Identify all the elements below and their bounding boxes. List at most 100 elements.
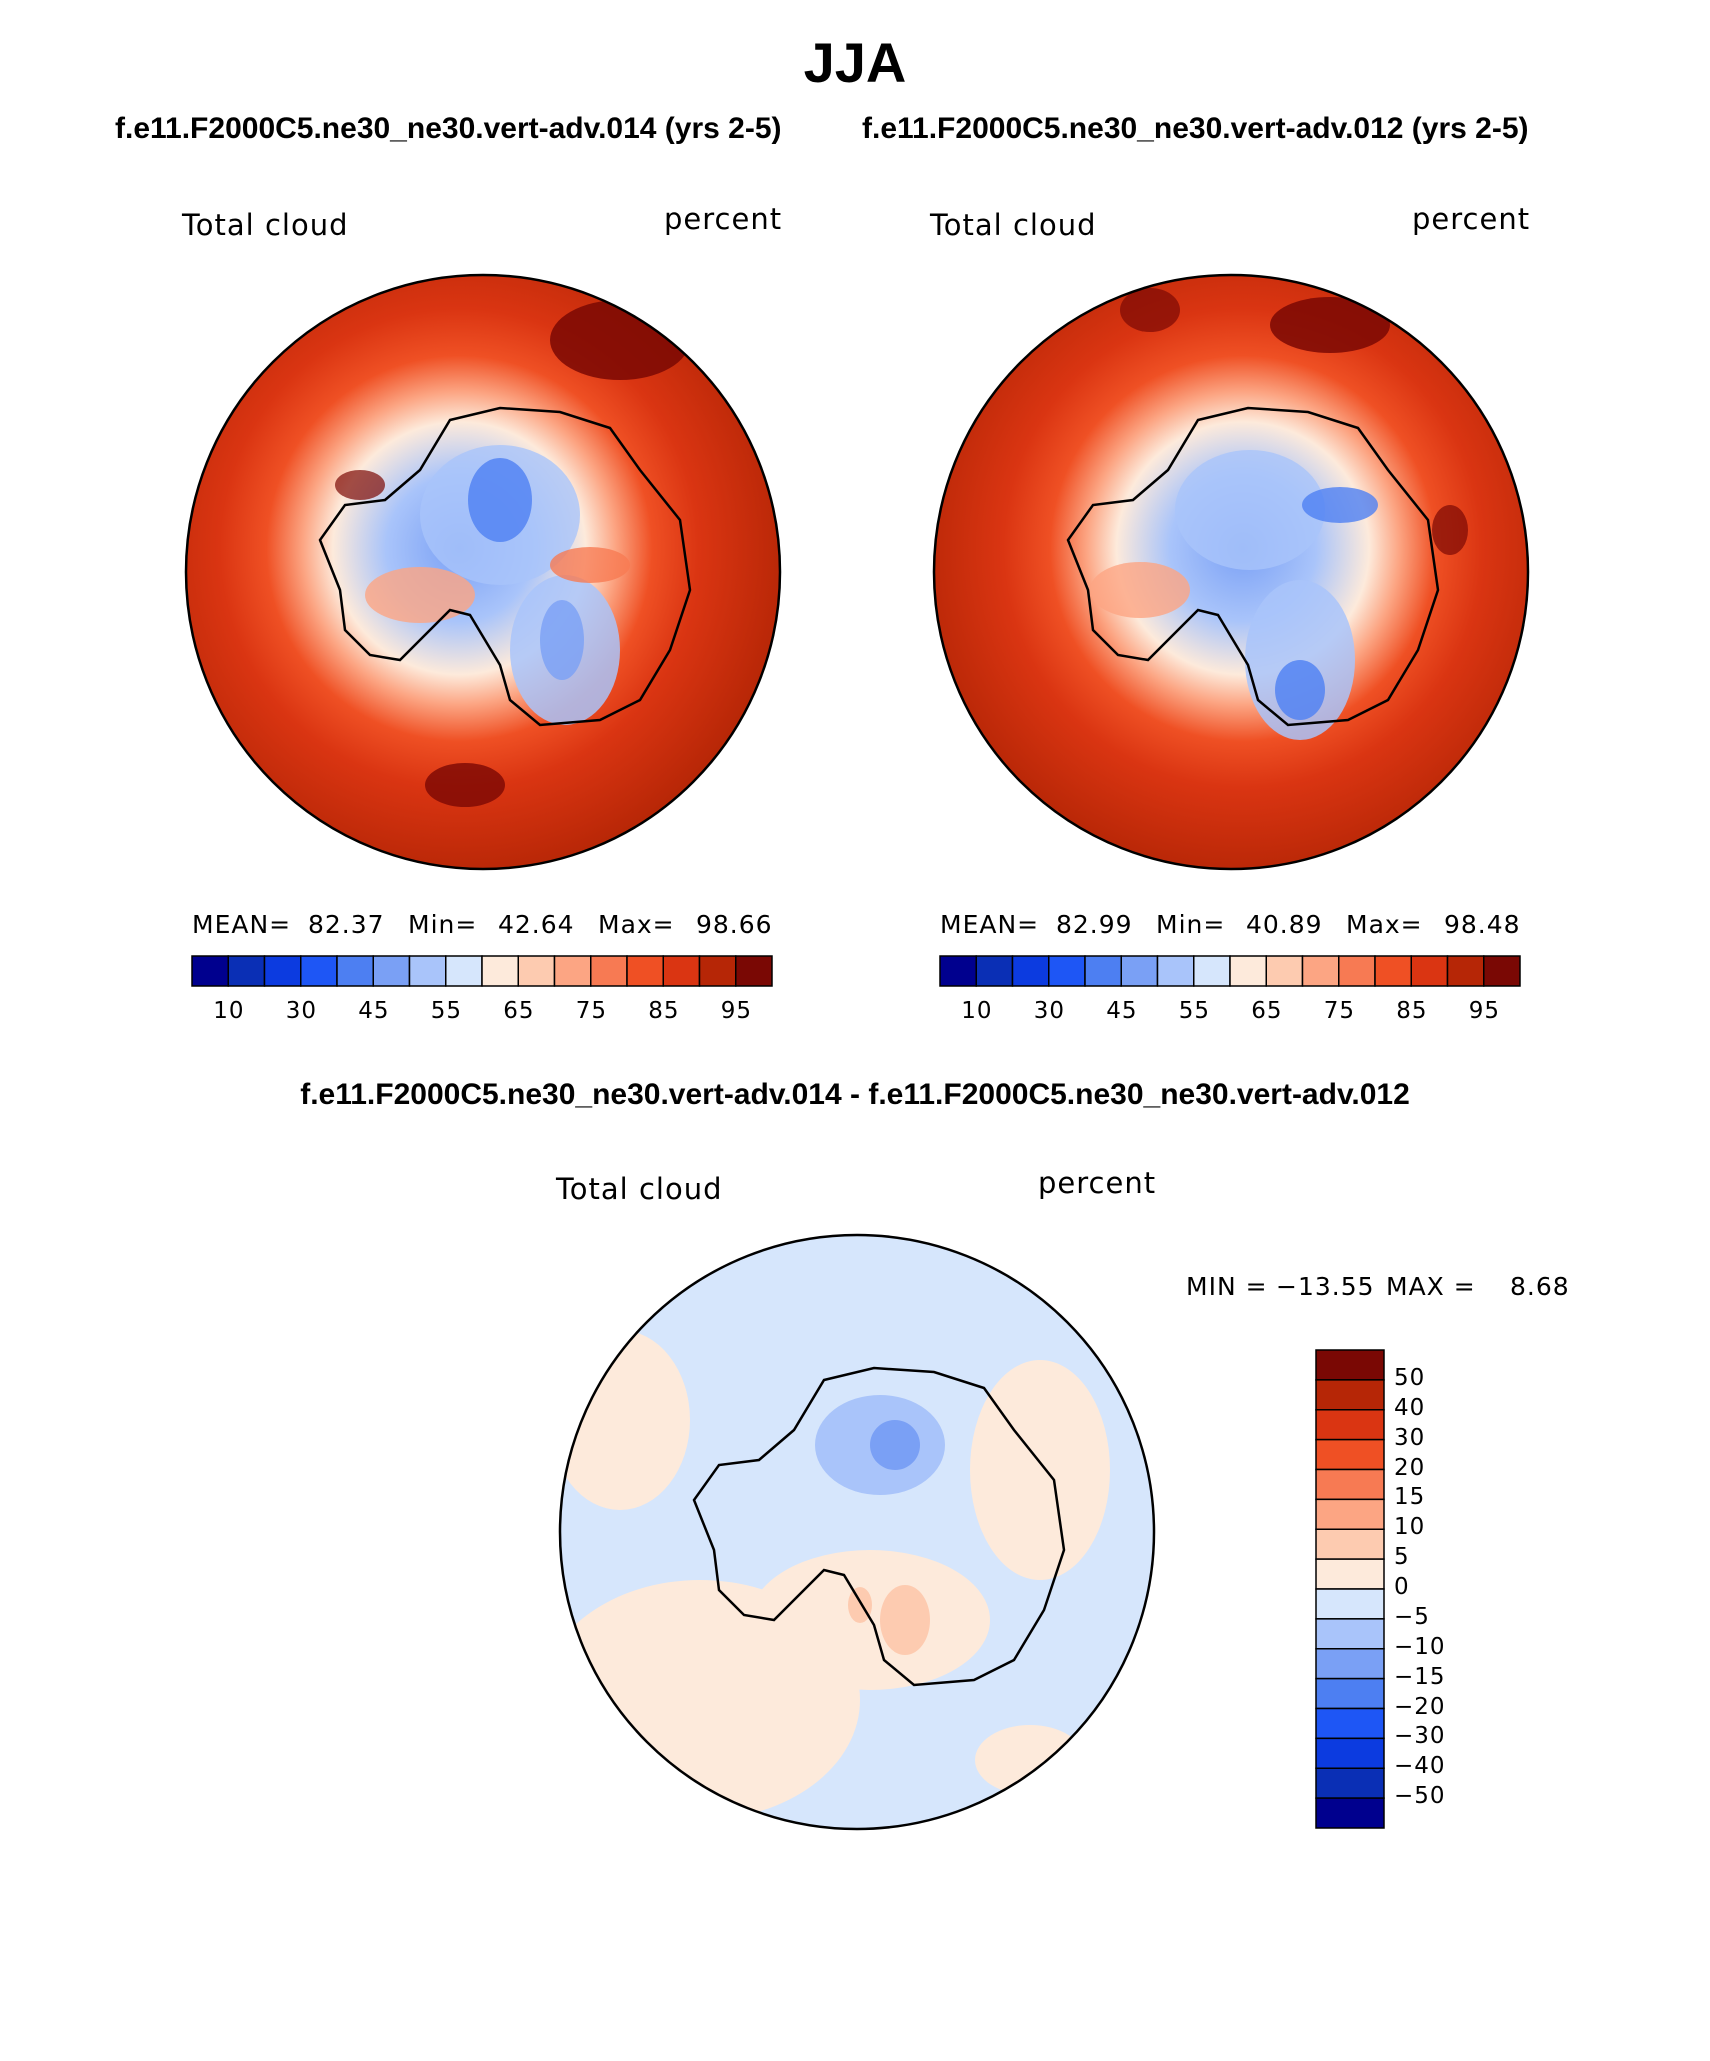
colorbar-b-tick-label: 45 — [1106, 998, 1138, 1024]
colorbar-b-swatch — [1156, 955, 1195, 987]
colorbar-a-swatch — [227, 955, 266, 987]
colorbar-diff-swatch — [1315, 1707, 1385, 1740]
colorbar-a-swatch — [517, 955, 556, 987]
diff-max-value: 8.68 — [1510, 1272, 1570, 1301]
panel-b-max-label: Max= — [1346, 910, 1423, 939]
map-panel-b — [932, 273, 1530, 871]
colorbar-diff-tick-label: 40 — [1394, 1394, 1426, 1421]
colorbar-diff-tick-label: −15 — [1394, 1663, 1446, 1690]
diff-units: percent — [1038, 1166, 1157, 1200]
coastline-a — [318, 406, 692, 727]
panel-a-max-value: 98.66 — [696, 910, 773, 939]
colorbar-b-swatch — [1483, 955, 1521, 987]
colorbar-b-swatch — [1301, 955, 1340, 987]
figure-title: JJA — [803, 31, 907, 94]
colorbar-b-swatch — [1410, 955, 1449, 987]
panel-b-variable: Total cloud — [930, 208, 1097, 242]
colorbar-diff-swatch — [1315, 1588, 1385, 1620]
colorbar-diff-swatch — [1315, 1468, 1385, 1501]
coastline-diff — [692, 1366, 1066, 1687]
colorbar-b-swatch — [975, 955, 1014, 987]
colorbar-diff-tick-label: −30 — [1394, 1723, 1446, 1750]
colorbar-b-tick-label: 95 — [1468, 998, 1501, 1024]
panel-a-mean-value: 82.37 — [308, 910, 385, 939]
case-b-title: f.e11.F2000C5.ne30_ne30.vert-adv.012 (yr… — [862, 112, 1529, 145]
panel-a-mean-label: MEAN= — [192, 910, 292, 939]
colorbar-diff-tick-label: −20 — [1394, 1693, 1446, 1720]
colorbar-b-swatch — [1446, 955, 1485, 987]
colorbar-diff-tick-label: 50 — [1394, 1364, 1426, 1391]
panel-a-max-label: Max= — [598, 910, 675, 939]
colorbar-diff-swatch — [1315, 1558, 1385, 1590]
colorbar-panel-b — [939, 955, 1521, 987]
colorbar-a-swatch — [300, 955, 338, 987]
colorbar-diff-tick-label: −10 — [1394, 1633, 1446, 1660]
colorbar-a-tick-label: 95 — [720, 998, 753, 1024]
colorbar-diff-tick-label: 30 — [1394, 1424, 1426, 1451]
colorbar-b-swatch — [1229, 955, 1267, 987]
panel-b-units: percent — [1412, 202, 1531, 236]
colorbar-diff — [1315, 1349, 1385, 1829]
panel-b-min-label: Min= — [1156, 910, 1226, 939]
colorbar-a-swatch — [698, 955, 737, 987]
colorbar-a-tick-label: 10 — [213, 998, 245, 1024]
colorbar-a-swatch — [553, 955, 592, 987]
colorbar-a-tick-label: 45 — [358, 998, 390, 1024]
colorbar-b-swatch — [1048, 955, 1086, 987]
diff-min-value: −13.55 — [1276, 1272, 1375, 1301]
colorbar-b-tick-label: 30 — [1033, 998, 1066, 1024]
diff-min-label: MIN = — [1186, 1272, 1268, 1301]
colorbar-b-tick-label: 85 — [1396, 998, 1428, 1024]
colorbar-diff-swatch — [1315, 1648, 1385, 1680]
colorbar-diff-tick-label: 10 — [1394, 1514, 1426, 1541]
colorbar-a-swatch — [336, 955, 374, 987]
panel-a-min-value: 42.64 — [498, 910, 575, 939]
colorbar-diff-tick-label: 5 — [1394, 1544, 1410, 1571]
colorbar-b-tick-label: 10 — [961, 998, 993, 1024]
colorbar-diff-tick-label: −40 — [1394, 1753, 1446, 1780]
case-a-title: f.e11.F2000C5.ne30_ne30.vert-adv.014 (yr… — [115, 112, 782, 145]
colorbar-b-swatch — [1011, 955, 1050, 987]
colorbar-a-swatch — [191, 955, 229, 987]
colorbar-b-swatch — [1338, 955, 1376, 987]
diff-max-label: MAX = — [1386, 1272, 1476, 1301]
colorbar-a-swatch — [263, 955, 302, 987]
colorbar-b-tick-label: 65 — [1251, 998, 1283, 1024]
colorbar-a-swatch — [626, 955, 664, 987]
colorbar-diff-swatch — [1315, 1618, 1385, 1650]
colorbar-b-tick-label: 55 — [1178, 998, 1211, 1024]
colorbar-b-swatch — [1120, 955, 1159, 987]
panel-a-units: percent — [664, 202, 783, 236]
colorbar-diff-tick-label: 15 — [1394, 1484, 1426, 1511]
colorbar-b-swatch — [1265, 955, 1304, 987]
colorbar-a-tick-label: 30 — [285, 998, 318, 1024]
colorbar-b-swatch — [1193, 955, 1231, 987]
colorbar-diff-tick-label: −5 — [1394, 1603, 1430, 1630]
colorbar-a-tick-label: 55 — [430, 998, 463, 1024]
colorbar-diff-swatch — [1315, 1349, 1385, 1381]
colorbar-b-tick-label: 75 — [1323, 998, 1356, 1024]
colorbar-a-swatch — [590, 955, 628, 987]
colorbar-b-swatch — [1084, 955, 1122, 987]
colorbar-a-tick-label: 65 — [503, 998, 535, 1024]
colorbar-diff-swatch — [1315, 1528, 1385, 1560]
diff-variable: Total cloud — [556, 1172, 723, 1206]
colorbar-a-swatch — [662, 955, 701, 987]
panel-b-min-value: 40.89 — [1246, 910, 1323, 939]
colorbar-diff-swatch — [1315, 1767, 1385, 1799]
panel-b-max-value: 98.48 — [1444, 910, 1521, 939]
colorbar-a-tick-label: 75 — [575, 998, 608, 1024]
map-panel-a — [184, 273, 782, 871]
panel-a-variable: Total cloud — [182, 208, 349, 242]
colorbar-diff-swatch — [1315, 1438, 1385, 1471]
colorbar-b-swatch — [1374, 955, 1412, 987]
colorbar-diff-swatch — [1315, 1797, 1385, 1829]
diff-title: f.e11.F2000C5.ne30_ne30.vert-adv.014 - f… — [300, 1078, 1410, 1111]
panel-b-mean-label: MEAN= — [940, 910, 1040, 939]
colorbar-diff-swatch — [1315, 1379, 1385, 1411]
map-panel-diff — [558, 1233, 1156, 1831]
colorbar-diff-swatch — [1315, 1677, 1385, 1710]
colorbar-diff-tick-label: −50 — [1394, 1783, 1446, 1810]
colorbar-a-swatch — [445, 955, 483, 987]
